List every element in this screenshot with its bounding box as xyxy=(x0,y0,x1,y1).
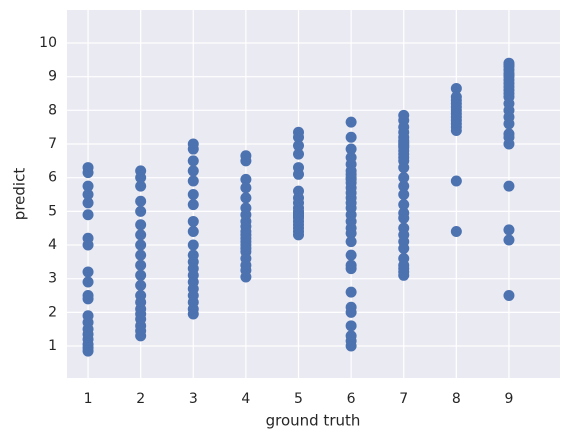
point xyxy=(398,189,410,201)
point xyxy=(135,219,147,231)
point xyxy=(82,209,94,221)
point xyxy=(187,165,199,177)
point xyxy=(503,234,515,246)
point xyxy=(240,182,252,194)
point xyxy=(450,175,462,187)
x-axis-label: ground truth xyxy=(266,412,361,430)
point xyxy=(240,271,252,283)
point xyxy=(398,136,410,148)
point xyxy=(187,215,199,227)
point xyxy=(450,82,462,94)
plot-area xyxy=(67,10,560,378)
point xyxy=(503,138,515,150)
point xyxy=(345,236,357,248)
point xyxy=(345,320,357,332)
y-tick-label: 4 xyxy=(48,237,57,253)
point xyxy=(240,155,252,167)
point xyxy=(82,197,94,209)
y-tick-label: 3 xyxy=(48,271,57,287)
x-tick-label: 3 xyxy=(189,391,198,407)
x-tick-label: 8 xyxy=(452,391,461,407)
point xyxy=(345,227,357,239)
y-tick-label: 1 xyxy=(48,338,57,354)
point xyxy=(503,59,515,71)
point xyxy=(187,143,199,155)
point xyxy=(135,239,147,251)
x-tick-label: 5 xyxy=(294,391,303,407)
point xyxy=(398,172,410,184)
point xyxy=(398,242,410,254)
point xyxy=(135,229,147,241)
point xyxy=(135,172,147,184)
point xyxy=(135,330,147,342)
y-tick-label: 6 xyxy=(48,170,57,186)
point xyxy=(398,180,410,192)
point xyxy=(187,155,199,167)
point xyxy=(398,212,410,224)
point xyxy=(135,269,147,281)
point xyxy=(293,140,305,152)
point xyxy=(82,239,94,251)
point xyxy=(345,263,357,275)
point xyxy=(82,189,94,201)
point xyxy=(345,340,357,352)
point xyxy=(240,192,252,204)
y-tick-label: 2 xyxy=(48,304,57,320)
point xyxy=(240,173,252,185)
point xyxy=(345,249,357,261)
y-tick-label: 8 xyxy=(48,102,57,118)
point xyxy=(398,199,410,211)
point xyxy=(345,168,357,180)
point xyxy=(503,224,515,236)
point xyxy=(187,308,199,320)
y-axis-label: predict xyxy=(11,168,29,221)
point xyxy=(187,226,199,238)
y-tick-label: 5 xyxy=(48,203,57,219)
point xyxy=(187,189,199,201)
x-tick-label: 9 xyxy=(505,391,514,407)
point xyxy=(293,131,305,143)
point xyxy=(450,226,462,238)
point xyxy=(187,199,199,211)
point xyxy=(293,168,305,180)
point xyxy=(135,195,147,207)
point xyxy=(135,259,147,271)
point xyxy=(82,293,94,305)
point xyxy=(345,143,357,155)
point xyxy=(135,279,147,291)
point xyxy=(82,167,94,179)
point xyxy=(398,269,410,281)
point xyxy=(135,180,147,192)
point xyxy=(135,249,147,261)
point xyxy=(293,229,305,241)
point xyxy=(345,131,357,143)
point xyxy=(82,345,94,357)
point xyxy=(503,180,515,192)
point xyxy=(293,148,305,160)
x-tick-label: 4 xyxy=(241,391,250,407)
point xyxy=(345,116,357,128)
point xyxy=(82,180,94,192)
point xyxy=(345,306,357,318)
point xyxy=(503,290,515,302)
point xyxy=(503,69,515,81)
x-tick-label: 1 xyxy=(84,391,93,407)
point xyxy=(135,205,147,217)
y-tick-label: 10 xyxy=(39,35,57,51)
point xyxy=(187,175,199,187)
point xyxy=(450,125,462,137)
point xyxy=(82,276,94,288)
x-tick-label: 6 xyxy=(347,391,356,407)
point xyxy=(398,162,410,174)
y-tick-label: 9 xyxy=(48,69,57,85)
point xyxy=(82,266,94,278)
point xyxy=(345,286,357,298)
y-tick-label: 7 xyxy=(48,136,57,152)
point xyxy=(503,118,515,130)
point xyxy=(187,239,199,251)
x-tick-label: 2 xyxy=(136,391,145,407)
x-tick-label: 7 xyxy=(399,391,408,407)
